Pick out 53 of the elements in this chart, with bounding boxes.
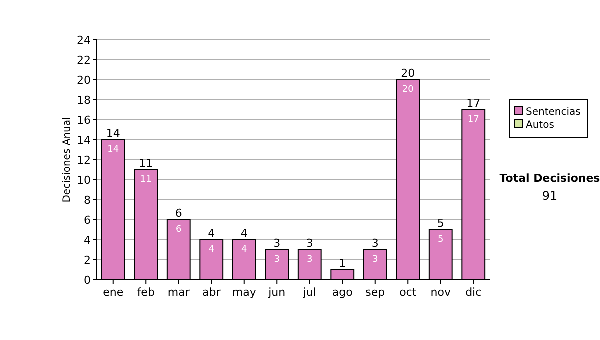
total-label: 11 bbox=[139, 157, 154, 170]
total-label: 20 bbox=[401, 67, 416, 80]
x-tick-label: jun bbox=[268, 286, 286, 299]
x-tick-label: nov bbox=[430, 286, 452, 299]
data-label: 17 bbox=[468, 115, 480, 125]
y-tick-label: 8 bbox=[84, 194, 91, 207]
total-label: 1 bbox=[339, 257, 346, 270]
x-tick-label: sep bbox=[366, 286, 386, 299]
legend-label: Autos bbox=[526, 120, 554, 131]
y-tick-label: 2 bbox=[84, 254, 91, 267]
data-label: 4 bbox=[242, 245, 248, 255]
y-tick-label: 24 bbox=[77, 34, 91, 47]
legend-label: Sentencias bbox=[526, 107, 581, 118]
x-tick-label: ago bbox=[332, 286, 354, 299]
total-label: 14 bbox=[106, 127, 120, 140]
data-label: 3 bbox=[307, 255, 313, 265]
data-label: 3 bbox=[372, 255, 378, 265]
total-label: 3 bbox=[306, 237, 314, 250]
data-label: 5 bbox=[438, 235, 444, 245]
y-tick-label: 18 bbox=[77, 94, 91, 107]
y-tick-label: 6 bbox=[84, 214, 91, 227]
y-tick-label: 10 bbox=[77, 174, 91, 187]
data-label: 4 bbox=[208, 245, 215, 255]
y-tick-label: 14 bbox=[77, 134, 91, 147]
x-tick-label: jul bbox=[302, 286, 316, 299]
y-tick-label: 0 bbox=[84, 274, 91, 287]
y-tick-label: 4 bbox=[84, 234, 91, 247]
x-tick-label: mar bbox=[168, 286, 190, 299]
x-tick-label: abr bbox=[202, 286, 222, 299]
data-label: 11 bbox=[140, 175, 152, 185]
total-label: 3 bbox=[372, 237, 379, 250]
y-tick-label: 16 bbox=[77, 114, 91, 127]
y-tick-label: 22 bbox=[77, 54, 91, 67]
data-label: 3 bbox=[274, 255, 280, 265]
y-tick-label: 12 bbox=[77, 154, 91, 167]
total-label: 4 bbox=[240, 227, 248, 240]
total-label: 17 bbox=[466, 97, 481, 110]
x-tick-label: ene bbox=[103, 286, 124, 299]
total-label: 3 bbox=[274, 237, 281, 250]
total-label: 6 bbox=[175, 207, 182, 220]
text: 91 bbox=[542, 189, 558, 203]
x-tick-label: oct bbox=[400, 286, 418, 299]
data-label: 14 bbox=[108, 145, 120, 155]
data-label: 6 bbox=[176, 225, 182, 235]
data-label: 20 bbox=[402, 85, 414, 95]
x-tick-label: may bbox=[232, 286, 257, 299]
text: Total Decisiones bbox=[500, 172, 600, 185]
x-tick-label: dic bbox=[466, 286, 482, 299]
y-tick-label: 20 bbox=[77, 74, 91, 87]
total-label: 4 bbox=[208, 227, 216, 240]
x-tick-label: feb bbox=[137, 286, 155, 299]
y-axis-title: Decisiones Anual bbox=[62, 117, 73, 203]
total-label: 5 bbox=[437, 217, 444, 230]
